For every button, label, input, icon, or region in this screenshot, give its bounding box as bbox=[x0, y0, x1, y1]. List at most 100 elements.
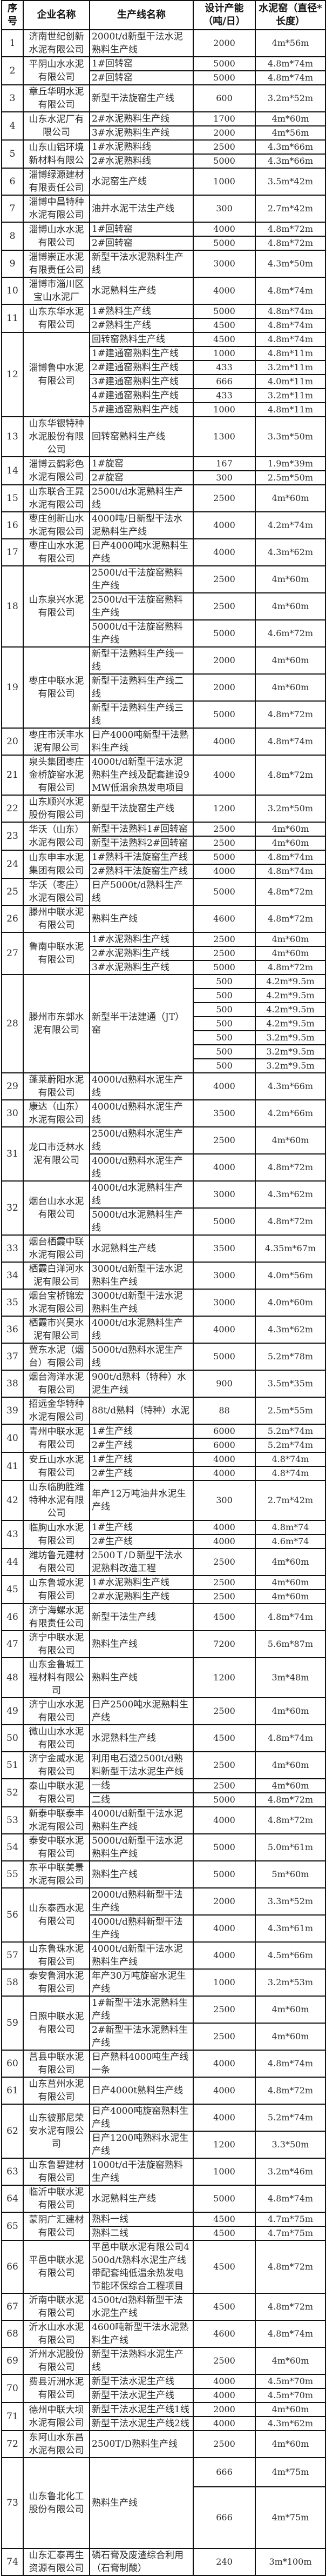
company-name: 泉头集团枣庄金桥旋窑水泥有限公司 bbox=[23, 755, 90, 796]
design-capacity: 2500 bbox=[193, 822, 256, 837]
kiln-size: 4.8m*72m bbox=[255, 2240, 326, 2294]
table-row: 41 安丘山水水泥有限公司 1#生产线 4000 4.8*74m bbox=[1, 1452, 326, 1481]
table-row: 54 泰安中联水泥有限公司 5000t/d新型干法水泥熟料生产线 5000 5.0m*6… bbox=[1, 1833, 326, 1861]
row-number: 37 bbox=[1, 1343, 24, 1371]
kiln-size: 4.3m*66m bbox=[255, 139, 326, 155]
row-number: 42 bbox=[1, 1480, 24, 1521]
design-capacity: 1000 bbox=[193, 168, 256, 196]
row-number: 12 bbox=[1, 332, 24, 417]
table-row: 5000t/d干法旋窑熟料生产线 5000 4.6m*72m bbox=[2, 619, 326, 648]
company-name: 临朐山水水泥有限公司 bbox=[23, 1520, 90, 1549]
design-capacity: 5000 bbox=[193, 700, 256, 729]
company-name: 淄博崇正水泥有限责任公司 bbox=[23, 250, 90, 278]
production-line-name: 4600吨新型干法水泥熟料生产线 bbox=[89, 2320, 194, 2348]
design-capacity: 433 bbox=[193, 388, 256, 403]
company-name: 枣庄中联水泥有限公司 bbox=[23, 646, 90, 729]
kiln-size: 4.8m*74m bbox=[255, 864, 326, 879]
design-capacity: 2000 bbox=[193, 125, 256, 141]
company-name: 烟台栖霞中联水泥有限公司 bbox=[23, 1234, 90, 1263]
design-capacity: 3500 bbox=[193, 1234, 256, 1263]
row-number: 73 bbox=[1, 2457, 24, 2549]
table-row: 20 枣庄市沃丰水泥有限公司 日产4000吨新型干法熟料生产线 4000 4.8m*74… bbox=[1, 728, 326, 756]
kiln-size: 4.3m*62m bbox=[255, 538, 326, 566]
kiln-size: 4.3m*66m bbox=[255, 1072, 326, 1100]
production-line-name: 新型干法熟料生产线三线 bbox=[89, 700, 194, 729]
design-capacity: 2500 bbox=[193, 484, 256, 512]
company-name: 栖霞市兴昊水泥有限公司 bbox=[23, 1316, 90, 1344]
design-capacity: 6000 bbox=[193, 1438, 256, 1453]
design-capacity: 1000 bbox=[193, 346, 256, 361]
table-row: 500 4.2m*9.5m bbox=[2, 1016, 326, 1031]
row-number: 24 bbox=[1, 850, 24, 879]
table-row: 38 烟台海洋水泥有限公司 900t/d熟料（特种）水泥生产线 900 3.5m*35m bbox=[1, 1370, 326, 1398]
kiln-size: 4m*60m bbox=[255, 1778, 326, 1793]
kiln-size: 4.8m*74m bbox=[255, 1603, 326, 1631]
row-number: 66 bbox=[1, 2240, 24, 2294]
design-capacity: 5000 bbox=[193, 619, 256, 648]
row-number: 67 bbox=[1, 2293, 24, 2321]
production-line-name: 1#新型干法水泥熟料生产线 bbox=[89, 1996, 194, 2024]
company-name: 山东山铝环境新材料有限公 bbox=[23, 139, 90, 169]
table-row: 2#熟料生产线 4500 4.8m*74m bbox=[2, 318, 326, 333]
design-capacity: 433 bbox=[193, 360, 256, 375]
design-capacity: 4000 bbox=[193, 1520, 256, 1535]
kiln-size: 4m*56m bbox=[255, 125, 326, 141]
design-capacity: 2500 bbox=[193, 592, 256, 620]
company-name: 淄博绿源建材有限责任公司 bbox=[23, 168, 90, 196]
table-row: 12 淄博鲁中水泥有限公司 回转窑熟料生产线 4500 4.8m*74m bbox=[1, 332, 326, 417]
header-no: 序号 bbox=[1, 0, 24, 30]
row-number: 59 bbox=[1, 1996, 24, 2051]
kiln-size: 4.5m*70m bbox=[255, 2388, 326, 2403]
kiln-size: 4m*60m bbox=[255, 1548, 326, 1576]
table-row: 500 3.2m*9.5m bbox=[2, 1058, 326, 1073]
production-line-name: 4000t/d新型干法水泥熟料生产线及配套建设9MW低温余热发电项目 bbox=[89, 755, 194, 796]
table-row: 4 山东水泥厂有限公司 2#水泥熟料生产线 1700 4m*60m bbox=[1, 111, 326, 141]
kiln-size: 3.5m*42m bbox=[255, 168, 326, 196]
table-row: 64 临沂中联水泥有限公司 水泥熟料生产线 5000 4.8m*74m bbox=[1, 2185, 326, 2213]
row-number: 32 bbox=[1, 1180, 24, 1236]
table-row: 2#生产线 4000 4.8*74m bbox=[2, 1466, 326, 1481]
table-row: 2#新型干法水泥熟料生产线 2500 4m*60m bbox=[2, 2023, 326, 2051]
company-name: 沂州水泥股份有限公司 bbox=[23, 2347, 90, 2375]
company-name: 山东彼那尼荣安水泥有限公司 bbox=[23, 2104, 90, 2159]
table-row: 3#水泥熟料生产线 2000 4m*56m bbox=[2, 125, 326, 141]
production-line-name: 油井水泥干法生产线 bbox=[89, 195, 194, 223]
production-line-name: 水泥熟料生产线 bbox=[89, 1234, 194, 1263]
table-row: 3#建通窑熟料生产线 666 4.0m*11m bbox=[2, 374, 326, 389]
production-line-name: 1#回转窑 bbox=[89, 56, 194, 71]
kiln-size: 4m*60m bbox=[255, 822, 326, 837]
design-capacity: 1200 bbox=[193, 2131, 256, 2159]
row-number: 48 bbox=[1, 1657, 24, 1698]
table-row: 55 东平中联美景水泥有限公司 熟料生产线 5000 5m*60m bbox=[1, 1860, 326, 1888]
design-capacity: 5000 bbox=[193, 2185, 256, 2213]
row-number: 50 bbox=[1, 1724, 24, 1752]
production-line-name: 平邑中联水泥有限公司4500d/t熟料水泥生产线带配套纯低温余热发电节能环保综合… bbox=[89, 2240, 194, 2294]
table-row: 26 滕州中联水泥有限公司 熟料生产线 4600 4.8m*72m bbox=[1, 905, 326, 933]
design-capacity: 5000 bbox=[193, 1207, 256, 1236]
table-row: 48 山东金鲁城工程材料有限公司 熟料生产线 1200 3m*48m bbox=[1, 1657, 326, 1698]
company-name: 山东鲁城水泥有限公司 bbox=[23, 1575, 90, 1604]
kiln-size: 4m*60m bbox=[255, 1575, 326, 1590]
row-number: 25 bbox=[1, 878, 24, 906]
kiln-size: 4.8m*74m bbox=[255, 304, 326, 319]
kiln-size: 4.8m*72m bbox=[255, 2077, 326, 2105]
design-capacity: 4000 bbox=[193, 2416, 256, 2431]
company-name: 微山山水水泥有限公司 bbox=[23, 1724, 90, 1752]
row-number: 53 bbox=[1, 1806, 24, 1834]
company-name: 山东东华水泥有限公司 bbox=[23, 304, 90, 333]
design-capacity: 4000 bbox=[193, 511, 256, 539]
company-name: 山东联合王晁水泥有限公司 bbox=[23, 484, 90, 512]
production-line-name: 回转窑熟料生产线 bbox=[89, 332, 194, 347]
row-number: 57 bbox=[1, 1941, 24, 1970]
company-name: 潍坊鲁元建材有限公司 bbox=[23, 1548, 90, 1576]
company-name: 济宁中联水泥有限公司 bbox=[23, 1630, 90, 1658]
table-row: 31 龙口市泛林水泥有限公司 2500t/d熟料水泥生产线 2500 4m*60m bbox=[1, 1126, 326, 1182]
table-row: 57 山东鲁珠水泥有限公司 4000t/d新型干法水泥熟料生产线 4000 4.5m*6… bbox=[1, 1941, 326, 1970]
kiln-size: 4.0m*11m bbox=[255, 374, 326, 389]
table-row: 66 平邑中联水泥有限公司 平邑中联水泥有限公司4500d/t熟料水泥生产线带配套纯… bbox=[1, 2240, 326, 2294]
kiln-size: 4.0m*56m bbox=[255, 1262, 326, 1290]
kiln-size: 4.8m*11m bbox=[255, 346, 326, 361]
kiln-size: 3.2m*50m bbox=[255, 795, 326, 823]
kiln-size: 4.8m*74m bbox=[255, 2185, 326, 2213]
production-line-name: 2500Ｔ/Ｄ新型干法水泥熟料改造工程 bbox=[89, 1548, 194, 1576]
